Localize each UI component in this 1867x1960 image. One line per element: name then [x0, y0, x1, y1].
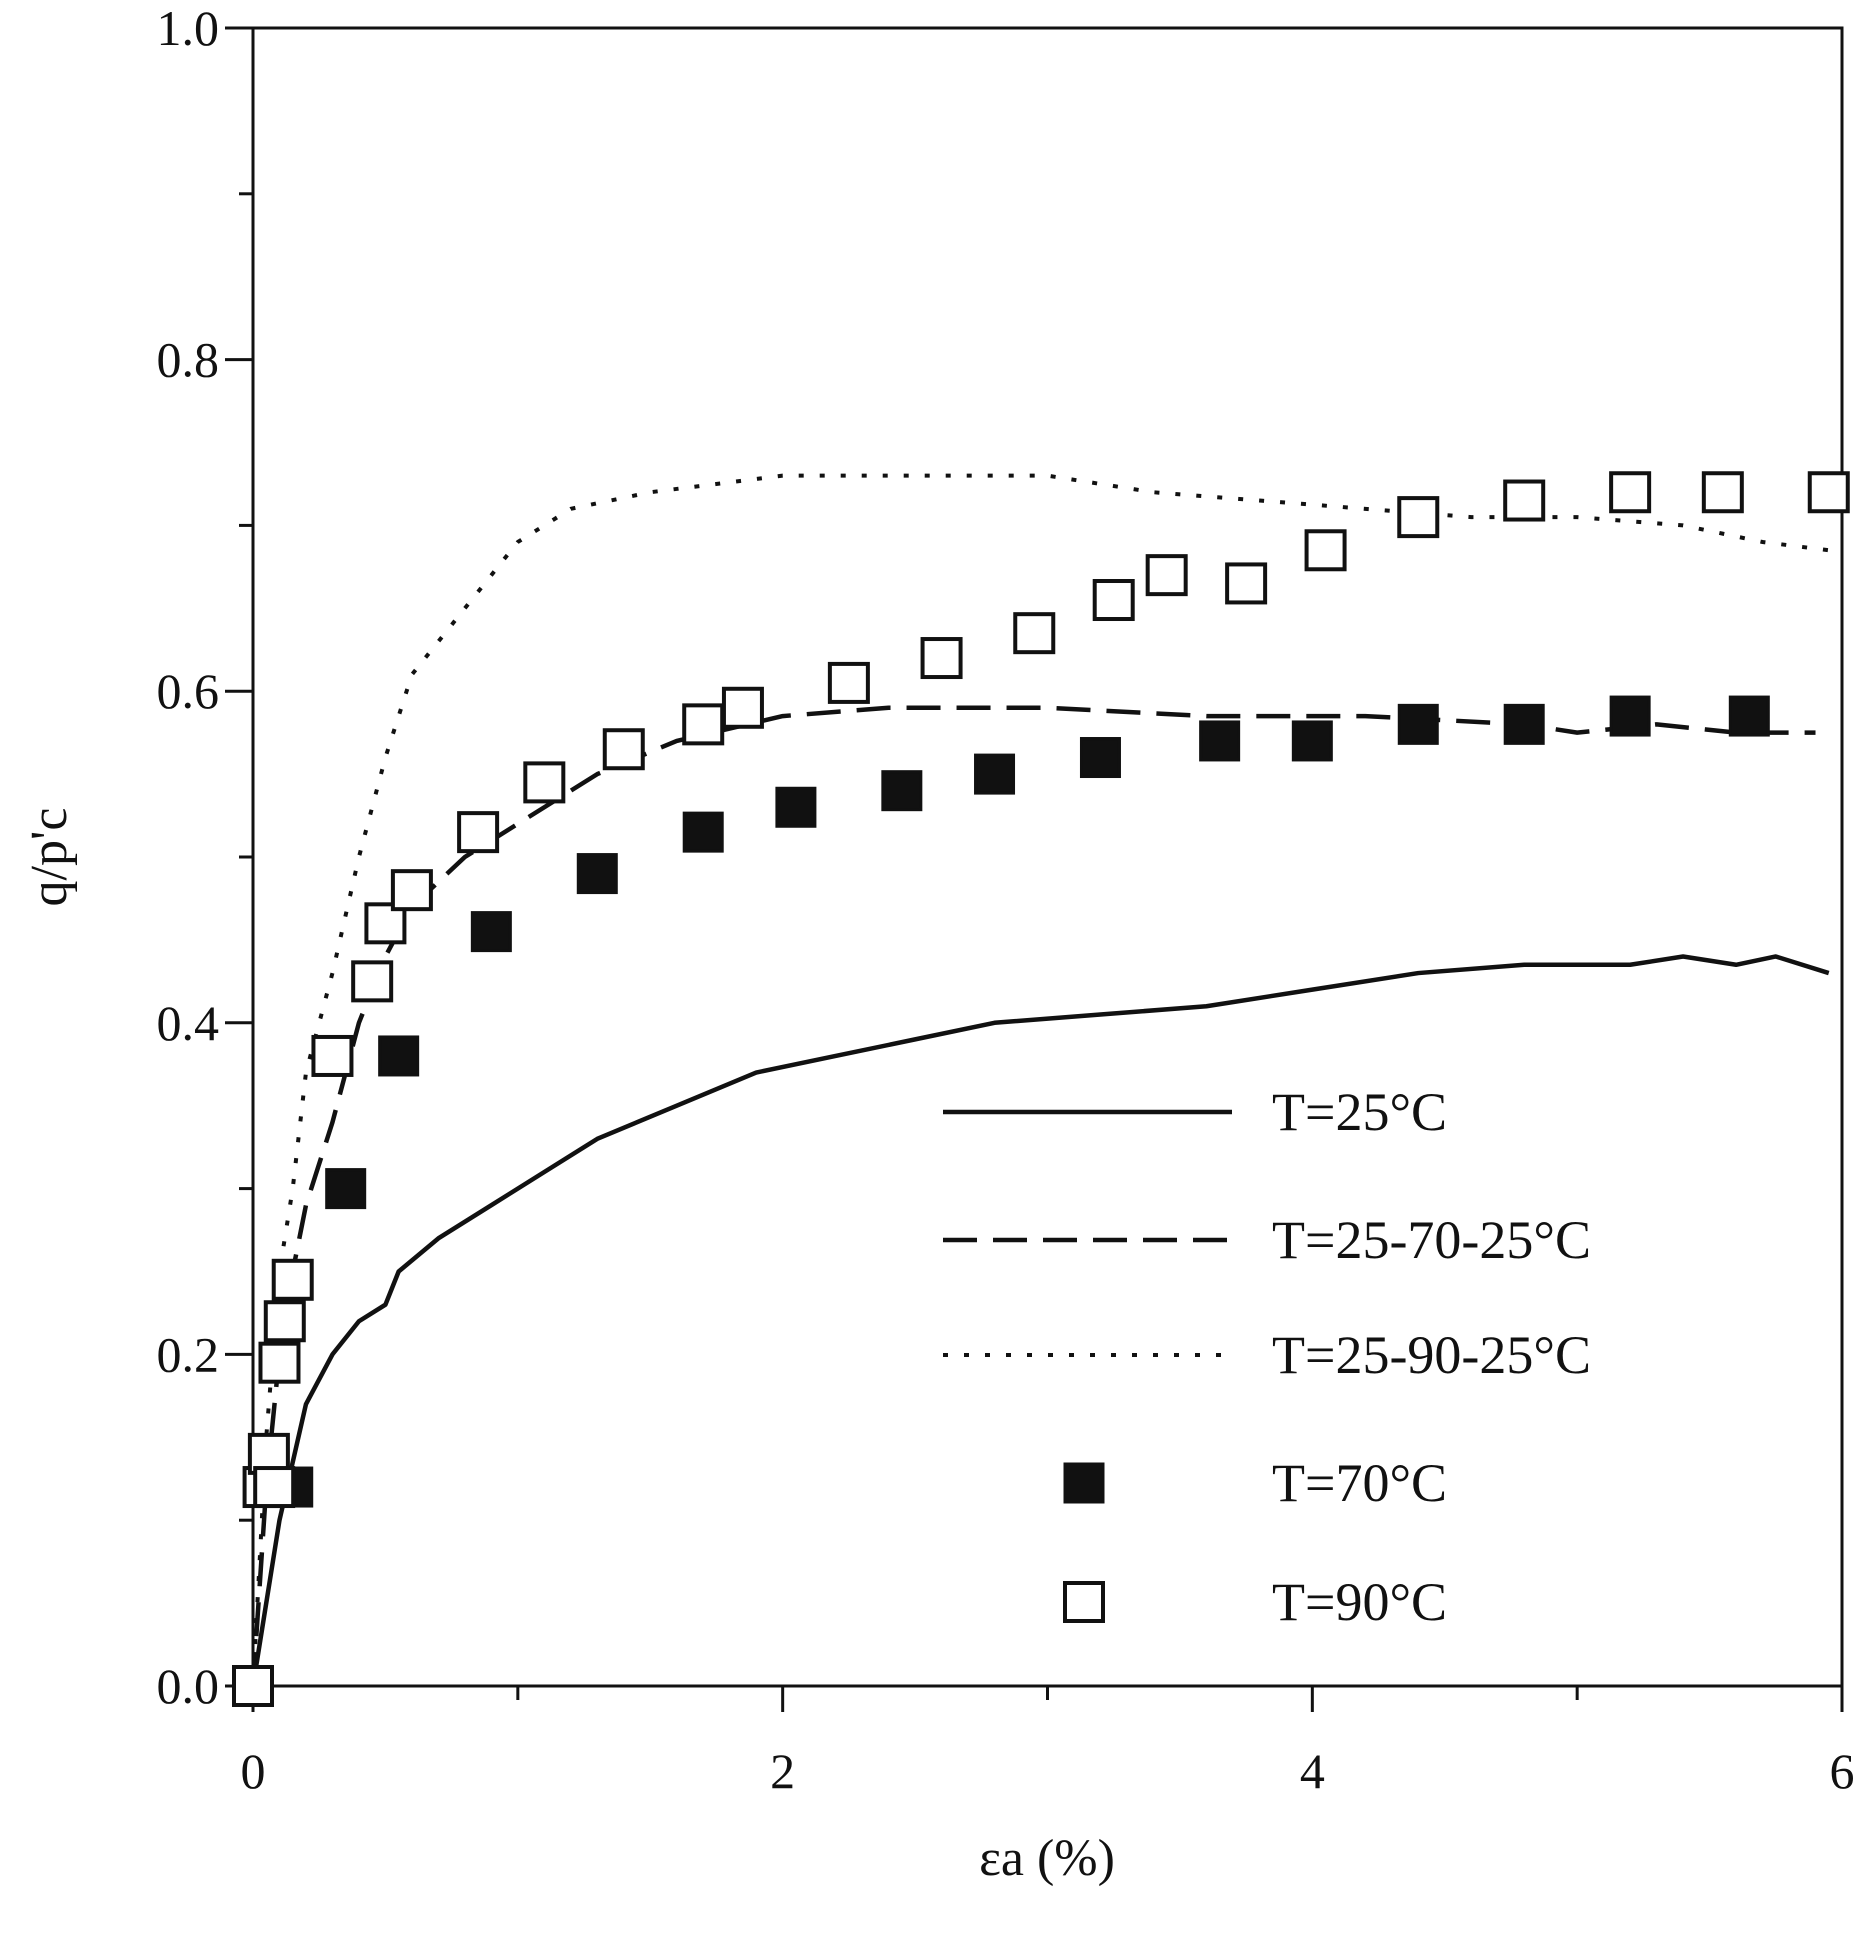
- marker-t-90-c: [457, 811, 500, 854]
- marker-t-90-c: [1503, 479, 1546, 522]
- y-tick-label: 1.0: [157, 0, 220, 56]
- marker-t-90-c: [271, 1258, 314, 1301]
- x-axis-title: εa (%): [979, 1830, 1115, 1887]
- marker-t-90-c: [1304, 529, 1347, 572]
- marker-t-90-c: [263, 1300, 306, 1343]
- legend-label: T=25-70-25°C: [1272, 1210, 1591, 1270]
- legend-label: T=25°C: [1272, 1082, 1447, 1142]
- y-tick-label: 0.6: [157, 663, 220, 719]
- series-layer: [232, 471, 1850, 1707]
- marker-t-70-c: [682, 811, 724, 853]
- marker-t-70-c: [775, 786, 817, 828]
- marker-t-90-c: [1397, 496, 1440, 539]
- y-tick-label: 0.0: [157, 1658, 220, 1714]
- marker-t-70-c: [1503, 703, 1545, 745]
- marker-t-70-c: [470, 911, 512, 953]
- marker-t-90-c: [1609, 471, 1652, 514]
- axis-ticks: 0.0 0.2 0.4 0.6 0.8 1.0 0 2 4 6: [157, 0, 1855, 1799]
- series-line-t-25-c: [250, 954, 1830, 1687]
- legend-label: T=90°C: [1272, 1572, 1447, 1632]
- marker-t-90-c: [523, 761, 566, 804]
- marker-t-90-c: [1701, 471, 1744, 514]
- x-tick-label: 0: [241, 1743, 266, 1799]
- marker-t-70-c: [378, 1035, 420, 1077]
- marker-t-90-c: [253, 1466, 296, 1509]
- marker-t-90-c: [364, 902, 407, 945]
- marker-t-70-c: [1199, 720, 1241, 762]
- series-line-t-25-90-25-c: [251, 473, 1830, 1687]
- marker-t-90-c: [602, 728, 645, 771]
- marker-t-90-c: [1807, 471, 1850, 514]
- marker-t-90-c: [920, 637, 963, 680]
- marker-t-70-c: [881, 770, 923, 812]
- marker-t-70-c: [325, 1168, 367, 1210]
- legend-label: T=25-90-25°C: [1272, 1325, 1591, 1385]
- marker-t-90-c: [311, 1034, 354, 1077]
- marker-t-70-c: [576, 853, 618, 895]
- y-tick-label: 0.8: [157, 332, 220, 388]
- marker-t-90-c: [1225, 562, 1268, 605]
- marker-t-70-c: [1291, 720, 1333, 762]
- marker-t-90-c: [351, 960, 394, 1003]
- x-tick-label: 6: [1830, 1743, 1855, 1799]
- legend: T=25°C T=25-70-25°C T=25-90-25°C T=70°C T=90…: [943, 1082, 1591, 1632]
- marker-t-70-c: [974, 753, 1016, 795]
- marker-t-90-c: [232, 1665, 274, 1707]
- plot-area-frame: [251, 26, 1844, 1688]
- y-tick-label: 0.4: [157, 995, 220, 1051]
- series-line-t-25-70-25-c: [250, 705, 1816, 1687]
- marker-t-90-c: [390, 869, 433, 912]
- marker-t-90-c: [827, 661, 870, 704]
- legend-swatch-t-90-c: [1063, 1581, 1105, 1623]
- y-tick-label: 0.2: [157, 1326, 220, 1382]
- legend-swatch-t-70-c: [1063, 1462, 1105, 1504]
- marker-t-90-c: [1013, 612, 1056, 655]
- x-tick-label: 2: [770, 1743, 795, 1799]
- marker-t-70-c: [1609, 695, 1651, 737]
- marker-t-90-c: [258, 1341, 301, 1384]
- marker-t-90-c: [682, 703, 725, 746]
- marker-t-90-c: [721, 686, 764, 729]
- x-tick-label: 4: [1300, 1743, 1325, 1799]
- marker-t-70-c: [1079, 737, 1121, 779]
- marker-t-90-c: [1145, 554, 1188, 597]
- marker-t-90-c: [1092, 579, 1135, 622]
- legend-label: T=70°C: [1272, 1453, 1447, 1513]
- marker-t-70-c: [1728, 695, 1770, 737]
- y-axis-title: q/p'c: [21, 808, 78, 907]
- marker-t-70-c: [1397, 703, 1439, 745]
